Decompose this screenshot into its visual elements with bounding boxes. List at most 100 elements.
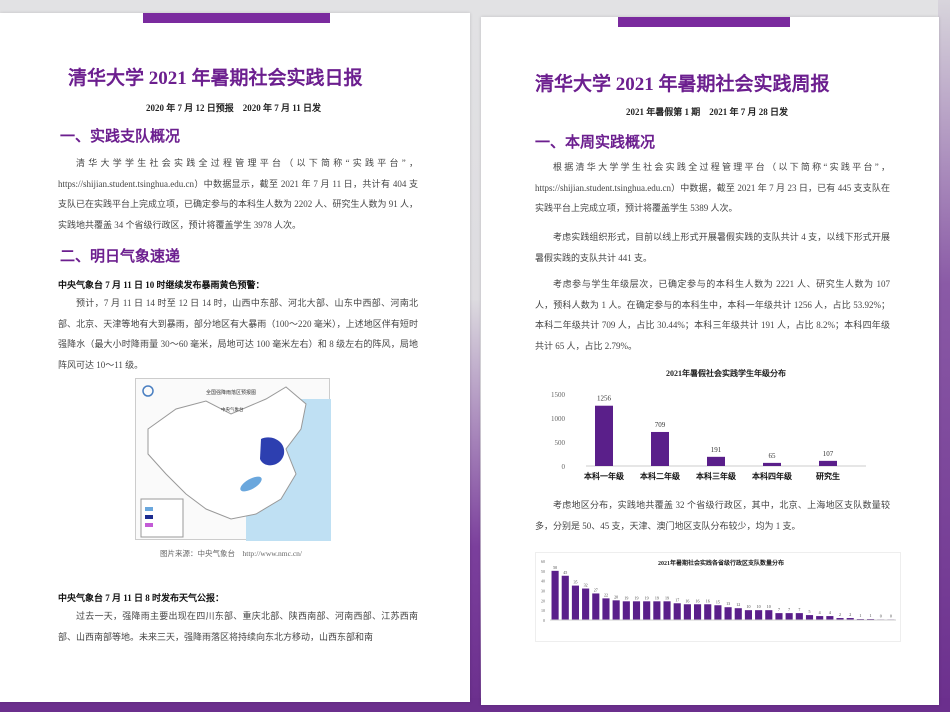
- page-top-bar: [618, 17, 790, 27]
- data-label: 4: [829, 610, 831, 615]
- bar: [785, 613, 793, 620]
- bar: [595, 405, 613, 466]
- paragraph: 考虑实践组织形式，目前以线上形式开展暑假实践的支队共计 4 支，以线下形式开展暑…: [535, 232, 890, 263]
- data-label: 7: [778, 607, 780, 612]
- data-label: 16: [696, 598, 700, 603]
- bar: [632, 601, 641, 620]
- page-subtitle: 2020 年 7 月 12 日预报 2020 年 7 月 11 日发: [146, 103, 322, 113]
- bar: [651, 431, 669, 466]
- bar: [704, 604, 712, 620]
- rainfall-forecast-map: 全国强降雨落区预报图 中央气象台: [135, 378, 331, 541]
- data-label: 7: [788, 607, 790, 612]
- bar: [551, 570, 559, 620]
- page-top-bar: [143, 13, 330, 23]
- data-label: 45: [563, 570, 567, 575]
- map-caption: 图片来源：中央气象台 http://www.nmc.cn/: [160, 549, 303, 558]
- bar: [561, 575, 569, 620]
- bar: [734, 608, 742, 620]
- chart-title: 2021年暑期社会实践各省级行政区支队数量分布: [658, 559, 784, 567]
- y-tick-label: 0: [562, 463, 566, 471]
- data-label: 0: [880, 613, 882, 618]
- bar: [724, 607, 732, 620]
- data-label: 2: [849, 612, 851, 617]
- bar: [846, 618, 854, 620]
- data-label: 2: [839, 612, 841, 617]
- province-distribution-chart: 2021年暑期社会实践各省级行政区支队数量分布01020304050605045…: [535, 552, 901, 642]
- page-subtitle: 2021 年暑假第 1 期 2021 年 7 月 28 日发: [626, 107, 789, 117]
- data-label: 17: [675, 597, 679, 602]
- category-label: 本科四年级: [751, 471, 793, 481]
- page-title: 清华大学 2021 年暑期社会实践周报: [535, 74, 830, 95]
- page-title: 清华大学 2021 年暑期社会实践日报: [68, 68, 363, 89]
- data-label: 27: [594, 587, 598, 592]
- paragraph: 预计，7 月 11 日 14 时至 12 日 14 时，山西中东部、河北大部、山…: [58, 298, 418, 370]
- grade-distribution-chart: 2021年暑假社会实践学生年级分布 0 500 1000 1500 1256 本科一年级 70…: [551, 368, 866, 481]
- data-label: 10: [767, 604, 771, 609]
- y-tick-label: 1000: [551, 415, 566, 423]
- y-tick-label: 40: [541, 579, 545, 584]
- bar: [571, 585, 580, 620]
- data-label: 1256: [597, 395, 612, 403]
- y-tick-label: 0: [543, 618, 545, 623]
- data-label: 19: [635, 595, 639, 600]
- bar: [612, 600, 620, 620]
- data-label: 10: [757, 604, 761, 609]
- data-label: 0: [890, 613, 892, 618]
- bar: [795, 613, 803, 620]
- data-label: 16: [706, 598, 710, 603]
- chart-title: 2021年暑假社会实践学生年级分布: [666, 368, 786, 378]
- category-label: 本科一年级: [583, 471, 625, 481]
- data-label: 107: [823, 450, 834, 458]
- data-label: 4: [819, 610, 821, 615]
- background: [470, 300, 480, 712]
- weekly-report-page: 清华大学 2021 年暑期社会实践周报 2021 年暑假第 1 期 2021 年…: [481, 17, 939, 705]
- data-label: 12: [736, 602, 740, 607]
- y-tick-label: 30: [541, 589, 545, 594]
- data-label: 22: [604, 592, 608, 597]
- bar: [592, 593, 600, 620]
- bar: [707, 456, 725, 466]
- alert-title: 中央气象台 7 月 11 日 10 时继续发布暴雨黄色预警：: [58, 280, 265, 290]
- paragraph: 考虑地区分布，实践地共覆盖 32 个省级行政区，其中，北京、上海地区支队数量较多…: [535, 500, 890, 531]
- bar: [816, 616, 824, 620]
- section-heading: 一、本周实践概况: [535, 134, 656, 151]
- paragraph: 清华大学学生社会实践全过程管理平台（以下简称“实践平台”，https://shi…: [58, 158, 419, 230]
- y-tick-label: 60: [541, 559, 545, 564]
- category-label: 研究生: [816, 471, 840, 481]
- section-heading: 二、明日气象速递: [60, 248, 181, 265]
- data-label: 191: [711, 446, 722, 454]
- y-tick-label: 10: [541, 608, 545, 613]
- background: [938, 0, 950, 712]
- data-label: 19: [655, 595, 659, 600]
- bar: [663, 601, 671, 620]
- data-label: 65: [769, 452, 777, 460]
- data-label: 1: [870, 613, 872, 618]
- data-label: 10: [746, 604, 750, 609]
- map-org: 中央气象台: [221, 407, 244, 412]
- data-label: 16: [685, 598, 689, 603]
- paragraph: 过去一天，强降雨主要出现在四川东部、重庆北部、陕西南部、河南西部、江苏西南部、山…: [58, 611, 418, 642]
- bar: [643, 601, 651, 620]
- data-label: 15: [716, 599, 720, 604]
- data-label: 20: [614, 594, 618, 599]
- data-label: 7: [798, 607, 800, 612]
- data-label: 50: [553, 565, 557, 570]
- bar: [755, 610, 763, 620]
- daily-report-page: 清华大学 2021 年暑期社会实践日报 2020 年 7 月 12 日预报 20…: [0, 13, 470, 702]
- bar: [763, 462, 781, 466]
- bar: [819, 460, 837, 466]
- category-label: 本科三年级: [695, 471, 737, 481]
- bar: [826, 616, 834, 620]
- y-tick-label: 20: [541, 598, 545, 603]
- section-heading: 一、实践支队概况: [60, 128, 181, 145]
- data-label: 5: [809, 609, 811, 614]
- data-label: 32: [584, 583, 588, 588]
- data-label: 19: [624, 595, 628, 600]
- y-tick-label: 50: [541, 569, 545, 574]
- data-label: 35: [573, 580, 577, 585]
- category-label: 本科二年级: [639, 471, 681, 481]
- data-label: 1: [859, 613, 861, 618]
- map-title: 全国强降雨落区预报图: [206, 391, 257, 396]
- bar: [602, 598, 610, 620]
- bar: [693, 604, 702, 620]
